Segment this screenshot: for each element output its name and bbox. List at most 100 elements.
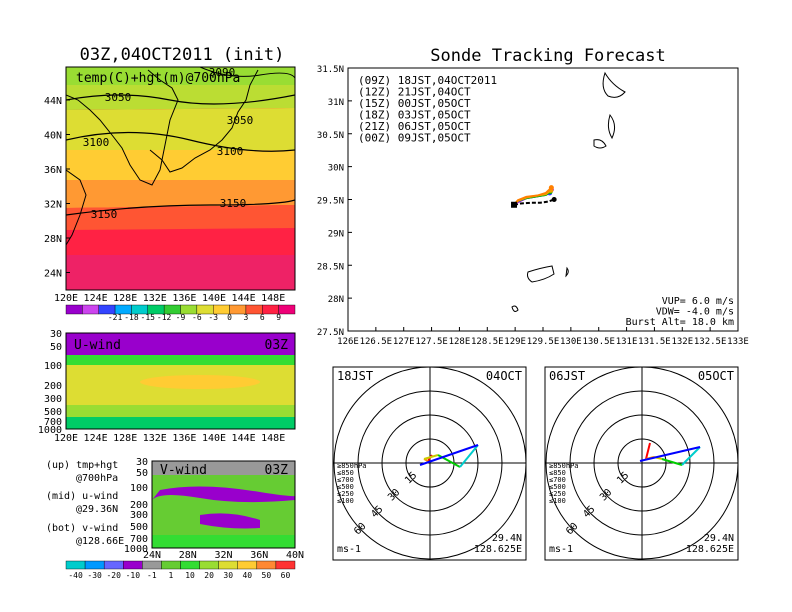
level-legend: ≤250 [337,490,354,498]
contour-label: 3100 [83,136,110,149]
launch-point [511,201,518,208]
panel-legend-notes: (up) tmp+hgt @700hPa (mid) u-wind @29.36N (b… [46,460,124,547]
colorbar-label: 0 [227,313,232,322]
lat-tick-label: 36N [44,165,62,176]
lon-tick-label: 140E [202,433,226,444]
colorbar-swatch [275,560,296,570]
temp-band-hot [66,255,295,290]
temp-lat-ticks: 44N 40N 36N 32N 28N 24N [44,96,70,280]
y-tick-label: 28N [328,295,344,305]
temp-colorbar: -21 -18 -15 -12 -9 -6 -3 0 3 6 9 [65,304,296,322]
lat-tick-label: 24N [44,269,62,280]
colorbar-swatch [65,560,86,570]
colorbar-swatch [84,560,105,570]
island-south [511,305,519,312]
u-wind-band-light [66,355,295,365]
hodograph-segment [661,458,683,466]
lat-tick-label: 24N [143,550,161,561]
v-wind-bg [152,461,295,548]
hodograph-segment [681,446,701,466]
hodograph-date: 04OCT [486,369,522,383]
track-map: (09Z) 18JST,04OCT2011(12Z) 21JST,04OCT(1… [317,65,749,347]
island-amami [527,265,555,283]
y-tick-label: 30N [328,164,344,174]
pressure-tick-label: 700 [44,417,62,428]
legend-note: @700hPa [76,473,118,484]
contour-label: 3100 [217,145,244,158]
lat-tick-label: 32N [44,200,62,211]
colorbar-swatch [237,560,258,570]
contour-label: 3050 [105,91,132,104]
lon-tick-label: 148E [261,293,285,304]
lat-tick-label: 40N [286,550,304,561]
lon-tick-label: 128E [113,293,137,304]
pressure-tick-label: 1000 [38,425,62,436]
temperature-map: temp(C)+hgt(m)@700hPa 309030503050310031… [44,66,296,322]
x-tick-label: 127.5E [415,337,448,347]
track-annotation: Burst Alt= 18.0 km [626,317,734,328]
legend-entry: (18Z) 03JST,05OCT [358,109,471,122]
lon-tick-label: 124E [84,293,108,304]
left-title: 03Z,04OCT2011 (init) [80,45,285,65]
colorbar-swatch [142,560,162,570]
pressure-tick-label: 30 [50,329,62,340]
coastline-korea-china [66,69,179,186]
pressure-tick-label: 300 [130,510,148,521]
temp-band-gold [66,150,295,180]
x-tick-label: 133E [727,337,749,347]
pressure-tick-label: 700 [130,534,148,545]
x-tick-label: 126.5E [360,337,393,347]
track-x-ticks: 126E 126.5E 127E 127.5E 128E 128.5E 129E 129.5E… [337,327,749,347]
contour-label: 3150 [220,197,247,210]
right-title: Sonde Tracking Forecast [430,46,665,66]
temp-map-label: temp(C)+hgt(m)@700hPa [76,71,240,86]
hodograph-lat: 29.4N [704,533,734,544]
colorbar-label: 3 [244,313,249,322]
colorbar-label: -21 [108,313,123,322]
y-tick-label: 31.5N [317,65,344,75]
hodograph-segment [459,444,479,468]
u-wind-band-strong-east [66,333,295,355]
contour-3100 [66,131,295,152]
v-wind-band-top [152,461,295,475]
level-legend: ≤500 [337,483,354,491]
x-tick-label: 131.5E [638,337,671,347]
contour-3090 [199,67,295,79]
legend-note: (mid) u-wind [46,491,118,502]
lon-tick-label: 136E [172,293,196,304]
u-wind-time: 03Z [265,338,289,353]
v-wind-lat-ticks: 24N 28N 32N 36N 40N [143,550,304,561]
hodograph-time: 18JST [337,369,373,383]
colorbar-label: 30 [223,571,233,580]
track-legend: (09Z) 18JST,04OCT2011(12Z) 21JST,04OCT(1… [358,74,497,145]
hodograph-segment [419,444,479,466]
hodograph-lat: 29.4N [492,533,522,544]
lon-tick-label: 132E [143,433,167,444]
pressure-tick-label: 200 [44,381,62,392]
x-tick-label: 132E [671,337,693,347]
contour-labels: 3090 3050 3050 3100 3100 3150 3150 [83,66,254,221]
burst-point [548,185,554,191]
u-wind-lon-ticks: 120E 124E 128E 132E 136E 140E 144E 148E [54,433,285,444]
level-legend: ≤850 [549,469,566,477]
colorbar-label: -6 [192,313,202,322]
lon-tick-label: 120E [54,433,78,444]
pressure-tick-label: 200 [130,500,148,511]
island-tanegashima [607,113,616,140]
lat-tick-label: 28N [44,234,62,245]
legend-entry: (12Z) 21JST,04OCT [358,86,471,99]
v-wind-frame [151,460,296,549]
colorbar-label: 40 [242,571,252,580]
hodograph-lon: 128.625E [686,544,734,555]
contour-label: 3150 [91,208,118,221]
hodograph-date: 05OCT [698,369,734,383]
colorbar-label: -30 [87,571,102,580]
track-y-ticks: 31.5N 31N 30.5N 30N 29.5N 29N 28.5N 28N 27.5N [317,65,352,338]
level-legend: ≤100 [337,497,354,505]
colorbar-label: -40 [68,571,83,580]
x-tick-label: 129.5E [527,337,560,347]
colorbar-swatch [103,560,124,570]
